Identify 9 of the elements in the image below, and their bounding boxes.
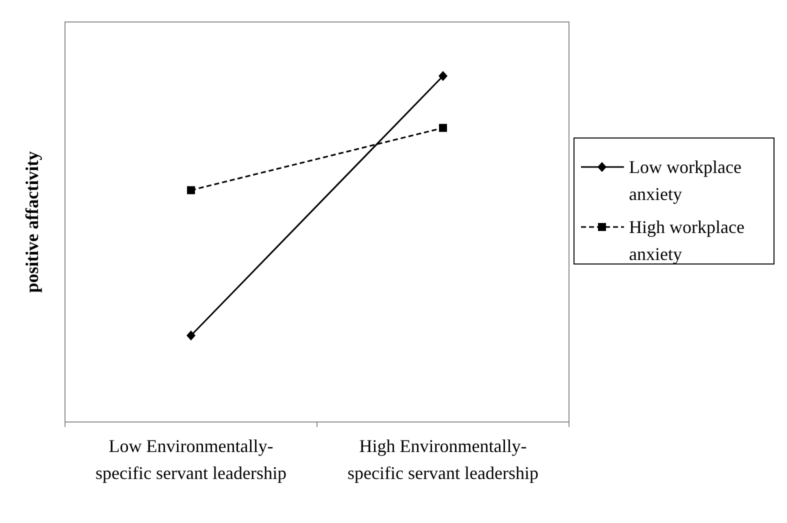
y-axis-title: positive affactivity [22,151,42,293]
point [439,124,447,132]
point [438,71,448,81]
legend-label: Low workplace anxiety [629,157,742,204]
legend-label: High workplace anxiety [629,217,744,264]
point [187,186,195,194]
x-tick-label: High Environmentally-specific servant leadership [348,436,538,483]
point [186,330,196,340]
x-tick-label: Low Environmentally-specific servant leadership [96,436,286,483]
